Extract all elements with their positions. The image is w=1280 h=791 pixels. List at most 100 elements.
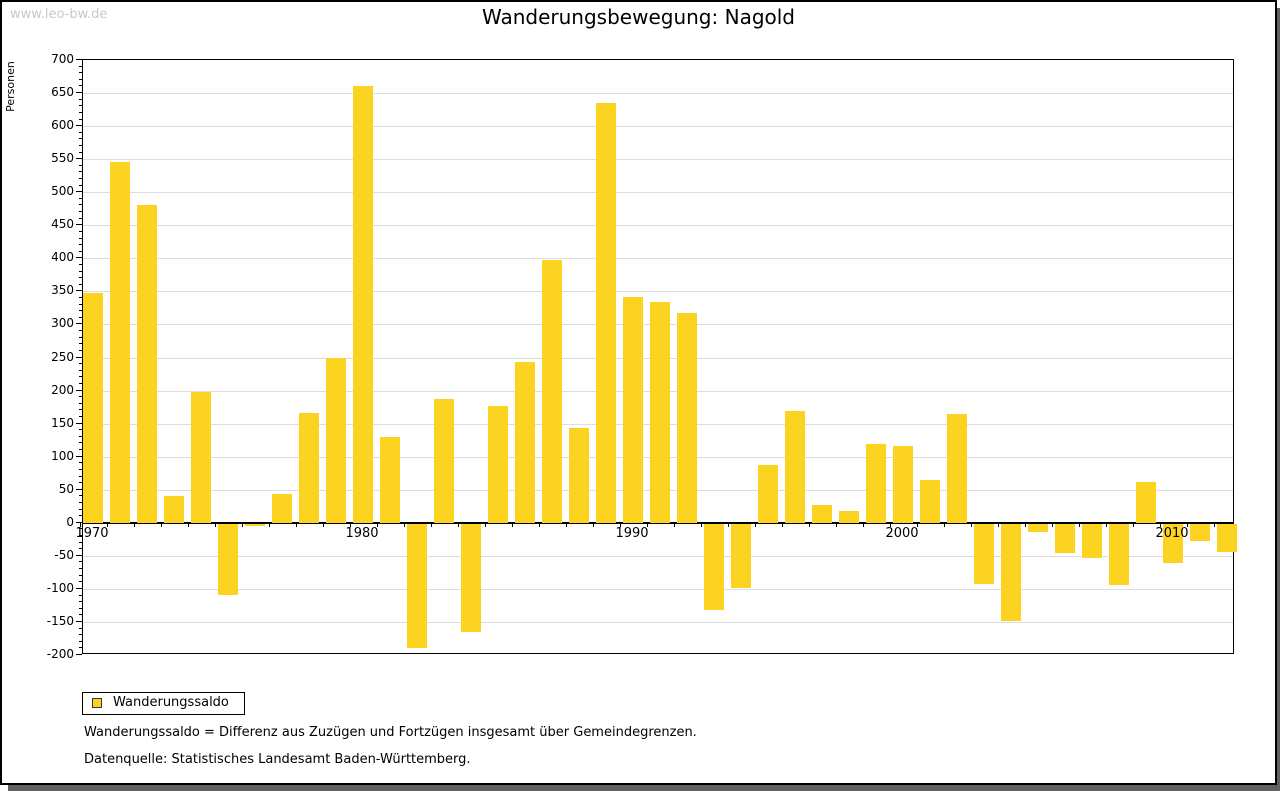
x-tick-2010	[1160, 522, 1161, 527]
gridline-350	[83, 291, 1233, 293]
gridline-400	[83, 258, 1233, 260]
y-minor-tick	[79, 277, 82, 279]
x-tick-1971	[107, 522, 108, 527]
y-minor-tick	[79, 184, 82, 186]
x-tick-1970	[80, 522, 81, 527]
y-minor-tick	[79, 85, 82, 87]
x-tick-1999	[863, 522, 864, 527]
y-minor-tick	[79, 72, 82, 74]
y-minor-tick	[79, 343, 82, 345]
y-major-tick-150	[76, 422, 82, 424]
bar-1998	[839, 510, 859, 523]
y-minor-tick	[79, 144, 82, 146]
footnote-source: Datenquelle: Statistisches Landesamt Bad…	[84, 752, 471, 767]
bar-2008	[1109, 523, 1129, 585]
y-tick-label-600: 600	[51, 118, 74, 133]
y-minor-tick	[79, 78, 82, 80]
y-minor-tick	[79, 634, 82, 636]
y-minor-tick	[79, 528, 82, 530]
gridline--150	[83, 621, 1233, 623]
y-minor-tick	[79, 303, 82, 305]
y-major-tick-550	[76, 158, 82, 160]
gridline-600	[83, 126, 1233, 128]
gridline--100	[83, 588, 1233, 590]
bar-2007	[1082, 523, 1102, 559]
frame-shadow-right	[1277, 8, 1280, 791]
y-minor-tick	[79, 435, 82, 437]
y-minor-tick	[79, 250, 82, 252]
y-major-tick-200	[76, 389, 82, 391]
y-minor-tick	[79, 482, 82, 484]
y-minor-tick	[79, 111, 82, 113]
y-tick-label-650: 650	[51, 85, 74, 100]
y-minor-tick	[79, 541, 82, 543]
gridline-450	[83, 225, 1233, 227]
x-tick-1989	[593, 522, 594, 527]
x-tick-1990	[620, 522, 621, 527]
y-minor-tick	[79, 237, 82, 239]
y-minor-tick	[79, 197, 82, 199]
bar-2005	[1028, 523, 1048, 533]
x-tick-1988	[566, 522, 567, 527]
bar-2002	[947, 414, 967, 523]
y-minor-tick	[79, 363, 82, 365]
x-tick-label-1970: 1970	[75, 525, 109, 541]
x-tick-1985	[485, 522, 486, 527]
y-minor-tick	[79, 581, 82, 583]
x-tick-2000	[890, 522, 891, 527]
x-tick-1982	[404, 522, 405, 527]
y-minor-tick	[79, 568, 82, 570]
y-major-tick-250	[76, 356, 82, 358]
chart-title: Wanderungsbewegung: Nagold	[481, 5, 796, 29]
x-tick-2011	[1187, 522, 1188, 527]
gridline-550	[83, 159, 1233, 161]
y-minor-tick	[79, 416, 82, 417]
x-tick-label-1980: 1980	[345, 525, 379, 541]
x-tick-1973	[161, 522, 162, 527]
y-minor-tick	[79, 244, 82, 246]
x-axis-zero-line	[83, 521, 1233, 524]
x-tick-2004	[998, 522, 999, 527]
y-minor-tick	[79, 376, 82, 378]
y-major-tick-0	[76, 521, 82, 523]
plot-area	[82, 59, 1237, 654]
x-tick-label-1990: 1990	[615, 525, 649, 541]
y-minor-tick	[79, 164, 82, 166]
x-tick-2005	[1025, 522, 1026, 527]
bar-1976	[245, 523, 265, 526]
y-tick-label-150: 150	[51, 415, 74, 430]
y-minor-tick	[79, 501, 82, 503]
x-tick-1979	[323, 522, 324, 527]
x-tick-1977	[269, 522, 270, 527]
y-minor-tick	[79, 574, 82, 576]
y-minor-tick	[79, 601, 82, 603]
x-tick-1974	[188, 522, 189, 527]
y-minor-tick	[79, 270, 82, 272]
y-tick-label-700: 700	[51, 52, 74, 66]
y-tick-label--50: -50	[54, 547, 74, 562]
y-minor-tick	[79, 336, 82, 338]
bar-1972	[137, 205, 157, 523]
bar-1970	[83, 292, 103, 523]
bar-2009	[1136, 481, 1156, 523]
y-tick-label-350: 350	[51, 283, 74, 298]
x-tick-2001	[917, 522, 918, 527]
y-major-tick-700	[76, 59, 82, 60]
bar-2003	[974, 523, 994, 584]
y-major-tick--200	[76, 654, 82, 655]
y-axis-title: Personen	[3, 61, 17, 112]
bar-1994	[731, 523, 751, 588]
y-minor-tick	[79, 297, 82, 298]
y-major-tick-350	[76, 290, 82, 292]
y-minor-tick	[79, 449, 82, 451]
bar-1974	[191, 391, 211, 523]
y-major-tick--100	[76, 587, 82, 589]
x-tick-1998	[836, 522, 837, 527]
x-tick-2008	[1106, 522, 1107, 527]
x-tick-1991	[647, 522, 648, 527]
y-minor-tick	[79, 475, 82, 477]
frame-shadow-bottom	[8, 785, 1280, 791]
x-tick-1981	[377, 522, 378, 527]
y-minor-tick	[79, 105, 82, 107]
x-tick-1983	[431, 522, 432, 527]
